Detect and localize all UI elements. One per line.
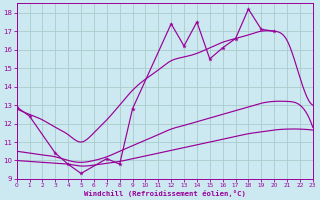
X-axis label: Windchill (Refroidissement éolien,°C): Windchill (Refroidissement éolien,°C) bbox=[84, 190, 246, 197]
